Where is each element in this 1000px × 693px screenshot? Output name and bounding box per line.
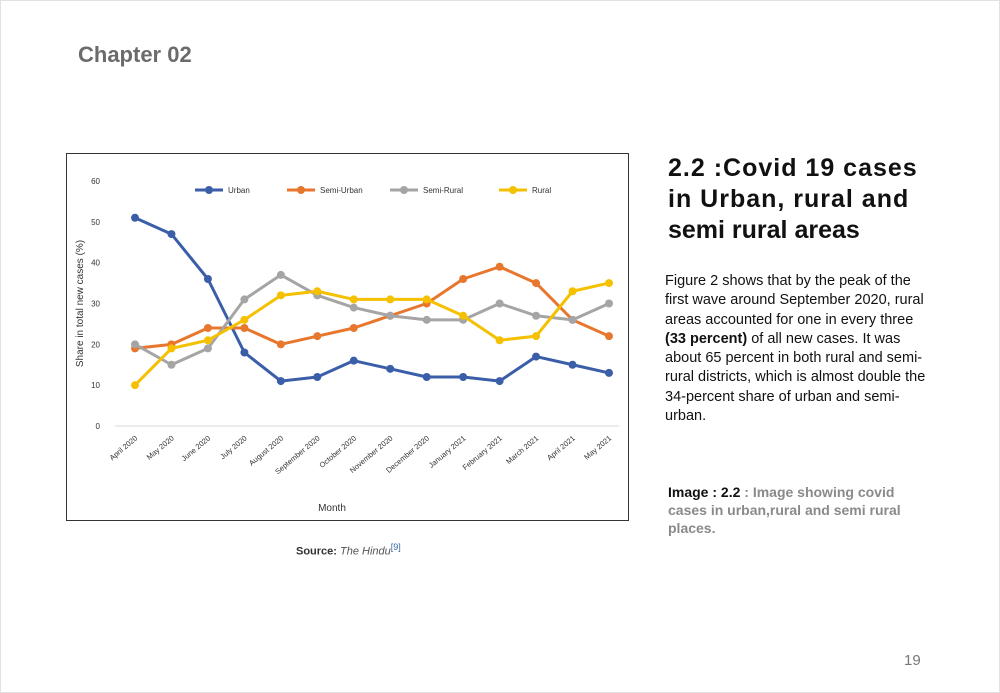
data-point: [131, 340, 139, 349]
heading-line-1: 2.2 :Covid 19 cases: [668, 154, 918, 182]
legend-swatch-marker: [297, 186, 305, 194]
data-point: [422, 295, 431, 304]
data-point: [459, 373, 468, 381]
data-point: [495, 336, 504, 345]
data-point: [386, 364, 395, 373]
series-line: [134, 273, 610, 367]
data-point: [532, 311, 541, 320]
data-point: [276, 340, 285, 349]
data-point: [532, 332, 541, 341]
data-point: [568, 360, 577, 369]
y-tick-label: 30: [91, 300, 100, 309]
y-axis-label: Share in total new cases (%): [75, 240, 86, 367]
series-line: [133, 281, 610, 387]
data-point: [495, 377, 504, 386]
data-point: [568, 315, 577, 324]
section-heading: 2.2 :Covid 19 cases in Urban, rural and …: [668, 153, 948, 246]
x-tick-label: May 2021: [582, 434, 613, 462]
data-point: [131, 213, 139, 222]
data-point: [131, 381, 139, 390]
y-tick-label: 60: [91, 177, 100, 186]
data-point: [203, 336, 212, 345]
page-number: 19: [904, 652, 921, 669]
data-point: [167, 360, 176, 369]
data-point: [349, 324, 358, 332]
data-point: [240, 324, 249, 332]
data-point: [313, 332, 322, 341]
data-point: [605, 299, 613, 308]
data-point: [349, 303, 358, 312]
data-point: [276, 270, 285, 279]
legend-label: Rural: [532, 186, 551, 195]
caption-text: : Image showing covid cases in urban,rur…: [668, 484, 901, 536]
legend-swatch-marker: [205, 186, 213, 194]
data-point: [276, 377, 285, 386]
chapter-title: Chapter 02: [78, 42, 192, 67]
x-tick-label: March 2021: [504, 434, 540, 466]
legend-label: Semi-Rural: [423, 186, 463, 195]
data-point: [422, 373, 431, 381]
data-point: [167, 344, 176, 353]
data-point: [532, 279, 541, 288]
data-point: [313, 287, 322, 296]
source-line: Source: The Hindu[9]: [296, 542, 401, 558]
data-point: [532, 352, 541, 361]
x-tick-label: April 2021: [545, 434, 577, 463]
x-tick-label: May 2020: [145, 434, 176, 462]
data-point: [167, 230, 176, 239]
data-point: [459, 275, 468, 283]
data-point: [495, 299, 504, 308]
series-line: [134, 265, 610, 350]
data-point: [203, 275, 212, 283]
legend-label: Urban: [228, 186, 250, 195]
y-tick-label: 20: [91, 340, 100, 349]
legend-swatch-marker: [400, 186, 408, 194]
caption-label: Image : 2.2: [668, 484, 741, 500]
source-label: Source:: [296, 545, 337, 558]
data-point: [349, 295, 358, 304]
series-line: [134, 216, 610, 383]
x-tick-label: August 2020: [247, 434, 285, 468]
source-name: The Hindu: [340, 545, 391, 558]
source-reference-link[interactable]: [9]: [390, 542, 401, 552]
legend-label: Semi-Urban: [320, 186, 363, 195]
image-caption: Image : 2.2 : Image showing covid cases …: [668, 483, 928, 537]
y-tick-label: 10: [91, 381, 100, 390]
x-tick-label: June 2020: [180, 434, 213, 463]
data-point: [240, 295, 249, 304]
x-tick-label: July 2020: [218, 434, 248, 462]
data-point: [240, 315, 249, 324]
data-point: [203, 344, 212, 353]
data-point: [605, 368, 613, 377]
body-text-bold: (33 percent): [665, 330, 748, 347]
data-point: [495, 262, 504, 271]
chart-figure: 0 10 20 30 40 50 60 Share in total new cases (%…: [66, 153, 629, 521]
body-text-end: of all new cases. It was about 65 percen…: [665, 330, 926, 425]
body-text-start: Figure 2 shows that by the peak of the f…: [665, 273, 924, 328]
heading-line-2: in Urban, rural and: [668, 185, 910, 213]
data-point: [349, 356, 358, 365]
data-point: [276, 291, 285, 300]
data-point: [203, 324, 212, 332]
legend-swatch-marker: [509, 186, 517, 194]
data-point: [605, 279, 613, 288]
data-point: [568, 287, 577, 296]
data-point: [422, 315, 431, 324]
data-point: [459, 311, 468, 320]
y-tick-label: 50: [91, 218, 100, 227]
x-tick-label: April 2020: [108, 434, 140, 463]
line-chart: 0 10 20 30 40 50 60 Share in total new cases (%…: [75, 177, 619, 514]
y-tick-label: 40: [91, 259, 100, 268]
heading-line-3: semi rural areas: [668, 216, 860, 244]
data-point: [313, 373, 322, 381]
data-point: [240, 348, 249, 357]
data-point: [386, 311, 395, 320]
y-tick-label: 0: [96, 422, 101, 431]
x-axis-label: Month: [318, 503, 346, 514]
data-point: [605, 332, 613, 341]
body-paragraph: Figure 2 shows that by the peak of the f…: [665, 272, 935, 426]
x-tick-label: February 2021: [461, 434, 504, 472]
data-point: [386, 295, 395, 304]
